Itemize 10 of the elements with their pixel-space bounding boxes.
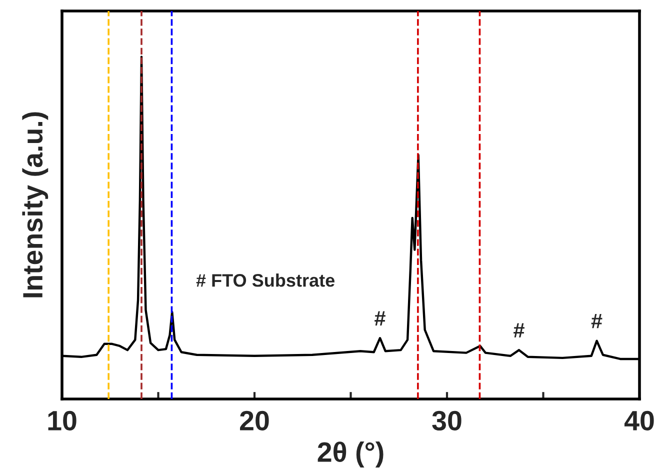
x-tick-label: 10 — [48, 410, 76, 431]
x-axis-title: 2θ (°) — [318, 442, 384, 468]
y-axis-title: Intensity (a.u.) — [22, 112, 48, 298]
annotation: # FTO Substrate — [196, 274, 334, 287]
x-tick-label: 20 — [240, 410, 269, 431]
annotation: # — [514, 323, 524, 338]
annotation: # — [374, 311, 386, 326]
annotation: # — [591, 314, 602, 328]
x-tick-label: 30 — [432, 410, 462, 431]
x-tick-label: 40 — [624, 410, 654, 431]
